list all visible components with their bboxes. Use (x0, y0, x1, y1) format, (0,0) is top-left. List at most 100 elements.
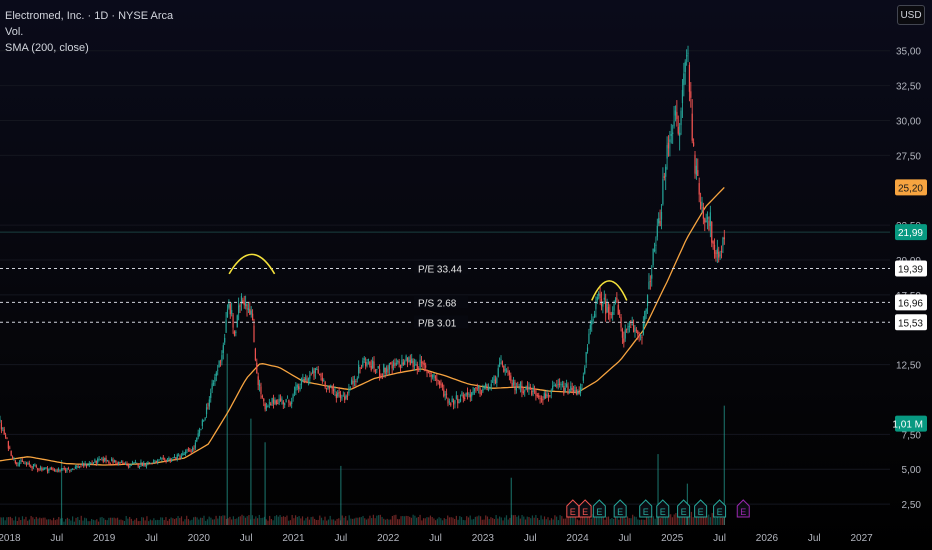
candle-body (559, 383, 561, 385)
candle-body (166, 459, 169, 462)
candle-body (716, 248, 718, 254)
earnings-marker-label: E (617, 507, 623, 517)
time-axis[interactable]: 2018 Jul 2019 Jul 2020 Jul 2021 Jul 2022 Jul 2023 J… (0, 533, 873, 544)
earnings-marker[interactable]: E (639, 499, 653, 518)
candle-body (56, 470, 58, 472)
candle-body (238, 305, 240, 314)
candle-body (317, 369, 319, 374)
candle-body (214, 377, 216, 383)
candle-body (193, 447, 195, 450)
candle-body (518, 388, 520, 390)
candle-body (228, 301, 230, 308)
candle-body (81, 463, 83, 466)
candle-body (616, 297, 618, 300)
candle-body (35, 465, 37, 467)
earnings-marker-shape (578, 499, 592, 518)
candle-body (418, 368, 420, 371)
candle-body (356, 378, 358, 380)
candle-body (570, 386, 572, 391)
candle-body (507, 370, 509, 373)
earnings-marker[interactable]: E (713, 499, 727, 518)
candle-body (422, 361, 424, 364)
candle-body (461, 392, 463, 396)
candle-body (173, 456, 176, 458)
earnings-marker[interactable]: E (578, 499, 592, 518)
candle-body (46, 468, 49, 472)
candle-body (526, 386, 529, 390)
candle-body (87, 465, 89, 467)
candle-body (363, 358, 365, 360)
earnings-marker[interactable]: E (677, 499, 691, 518)
candle-body (433, 374, 435, 376)
sma-legend-label[interactable]: SMA (200, close) (5, 42, 89, 54)
candle-body (426, 370, 428, 374)
candle-body (634, 327, 636, 333)
candle-body (32, 464, 35, 468)
currency-button[interactable]: USD (897, 5, 925, 25)
candle-body (416, 364, 418, 370)
candle-body (268, 402, 270, 404)
candle-body (395, 362, 397, 365)
earnings-marker-label: E (596, 507, 602, 517)
candle-body (194, 442, 196, 448)
candle-body (365, 362, 367, 367)
candle-body (138, 465, 141, 467)
candle-body (378, 369, 381, 377)
candle-body (540, 398, 543, 400)
candle-body (672, 132, 674, 134)
earnings-marker[interactable]: E (566, 499, 580, 518)
earnings-marker[interactable]: E (592, 499, 606, 518)
earnings-marker[interactable]: E (656, 499, 670, 518)
candle-body (171, 459, 173, 462)
candle-body (603, 297, 605, 300)
candle-body (443, 389, 445, 397)
candle-body (383, 364, 385, 373)
earnings-marker-label: E (717, 507, 723, 517)
candle-body (508, 372, 510, 375)
candle-body (298, 386, 300, 389)
earnings-marker-label: E (681, 507, 687, 517)
candle-body (609, 312, 611, 315)
candle-body (342, 395, 344, 397)
candle-body (52, 469, 54, 471)
candle-body (641, 336, 643, 338)
candle-body (645, 309, 647, 312)
candle-body (663, 176, 665, 178)
earnings-marker[interactable]: E (736, 499, 750, 518)
symbol-title[interactable]: Electromed, Inc. · 1D · NYSE Arca (5, 10, 174, 22)
candle-body (521, 385, 523, 392)
candle-body (182, 453, 184, 455)
price-axis[interactable]: 2,505,007,5012,5017,5020,0022,5027,5030,… (892, 47, 927, 511)
candle-body (17, 464, 19, 466)
last-price-badge-bg (895, 224, 927, 241)
candle-body (478, 386, 480, 389)
candle-body (136, 462, 138, 464)
valuation-levels[interactable]: P/E 33.44 P/S 2.68 P/B 3.01 (0, 261, 890, 329)
candle-body (211, 383, 213, 390)
candle-body (445, 393, 448, 395)
candle-body (578, 391, 580, 394)
candle-body (28, 463, 30, 465)
earnings-marker[interactable]: E (694, 499, 708, 518)
candle-body (450, 403, 452, 406)
level-price-badge: 15,53 (898, 318, 923, 329)
candle-body (531, 390, 533, 395)
candle-body (131, 462, 134, 464)
candle-body (7, 441, 9, 449)
candle-body (60, 468, 63, 471)
candle-body (183, 454, 185, 455)
candle-body (180, 456, 183, 459)
candle-body (588, 333, 590, 344)
candle-body (175, 457, 177, 460)
candle-body (468, 393, 470, 395)
volume-legend-label[interactable]: Vol. (5, 26, 24, 38)
candle-body (3, 429, 5, 435)
candle-body (327, 385, 329, 389)
earnings-marker[interactable]: E (613, 499, 627, 518)
x-tick-label: Jul (713, 533, 726, 544)
candle-body (679, 132, 681, 137)
candle-body (212, 383, 215, 385)
